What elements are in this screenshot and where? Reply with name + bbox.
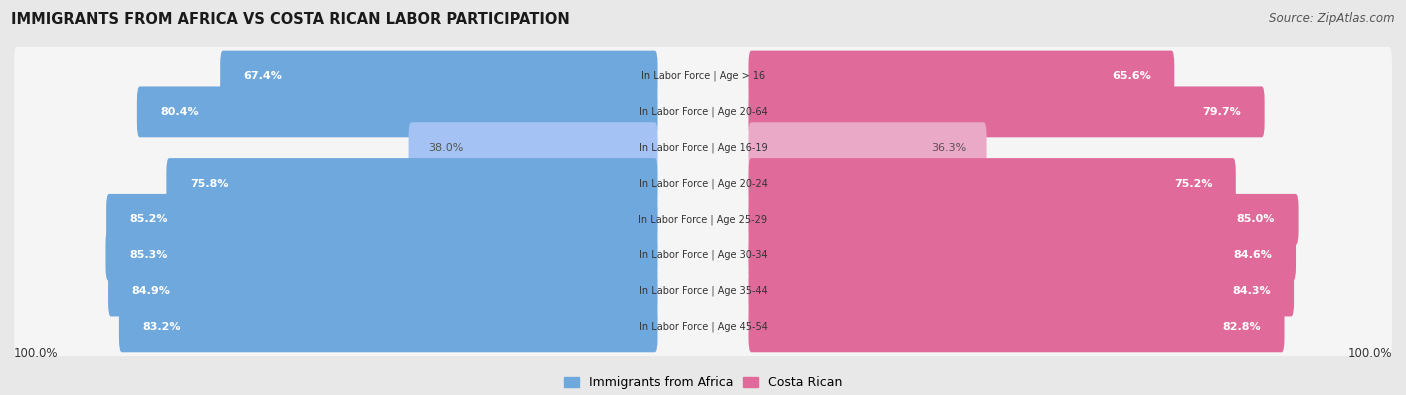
FancyBboxPatch shape: [14, 260, 1392, 322]
Text: 100.0%: 100.0%: [14, 347, 59, 360]
FancyBboxPatch shape: [14, 81, 1392, 143]
Text: 79.7%: 79.7%: [1202, 107, 1241, 117]
FancyBboxPatch shape: [748, 265, 1294, 316]
FancyBboxPatch shape: [14, 224, 1392, 286]
FancyBboxPatch shape: [14, 117, 1392, 179]
Text: 67.4%: 67.4%: [243, 71, 283, 81]
Text: 84.3%: 84.3%: [1232, 286, 1271, 296]
FancyBboxPatch shape: [748, 230, 1296, 280]
Text: In Labor Force | Age 45-54: In Labor Force | Age 45-54: [638, 322, 768, 332]
Text: 38.0%: 38.0%: [429, 143, 464, 153]
Text: In Labor Force | Age 35-44: In Labor Force | Age 35-44: [638, 286, 768, 296]
Text: In Labor Force | Age > 16: In Labor Force | Age > 16: [641, 71, 765, 81]
Text: 85.3%: 85.3%: [129, 250, 167, 260]
FancyBboxPatch shape: [105, 230, 658, 280]
Text: Source: ZipAtlas.com: Source: ZipAtlas.com: [1270, 12, 1395, 25]
Text: 85.2%: 85.2%: [129, 214, 169, 224]
Text: 80.4%: 80.4%: [160, 107, 198, 117]
Text: 36.3%: 36.3%: [931, 143, 966, 153]
Text: 75.8%: 75.8%: [190, 179, 228, 188]
Text: 83.2%: 83.2%: [142, 322, 181, 332]
Text: 85.0%: 85.0%: [1237, 214, 1275, 224]
FancyBboxPatch shape: [105, 194, 658, 245]
Text: 82.8%: 82.8%: [1222, 322, 1261, 332]
Text: 84.6%: 84.6%: [1233, 250, 1272, 260]
FancyBboxPatch shape: [14, 188, 1392, 250]
FancyBboxPatch shape: [136, 87, 658, 137]
FancyBboxPatch shape: [120, 301, 658, 352]
FancyBboxPatch shape: [748, 301, 1285, 352]
FancyBboxPatch shape: [748, 122, 987, 173]
Text: In Labor Force | Age 16-19: In Labor Force | Age 16-19: [638, 143, 768, 153]
Legend: Immigrants from Africa, Costa Rican: Immigrants from Africa, Costa Rican: [564, 376, 842, 389]
Text: In Labor Force | Age 30-34: In Labor Force | Age 30-34: [638, 250, 768, 260]
FancyBboxPatch shape: [221, 51, 658, 102]
Text: 100.0%: 100.0%: [1347, 347, 1392, 360]
Text: IMMIGRANTS FROM AFRICA VS COSTA RICAN LABOR PARTICIPATION: IMMIGRANTS FROM AFRICA VS COSTA RICAN LA…: [11, 12, 569, 27]
FancyBboxPatch shape: [409, 122, 658, 173]
Text: In Labor Force | Age 20-24: In Labor Force | Age 20-24: [638, 178, 768, 189]
Text: 84.9%: 84.9%: [132, 286, 170, 296]
FancyBboxPatch shape: [748, 87, 1264, 137]
FancyBboxPatch shape: [748, 194, 1299, 245]
Text: 65.6%: 65.6%: [1112, 71, 1152, 81]
FancyBboxPatch shape: [748, 158, 1236, 209]
FancyBboxPatch shape: [14, 45, 1392, 107]
FancyBboxPatch shape: [108, 265, 658, 316]
FancyBboxPatch shape: [14, 296, 1392, 357]
FancyBboxPatch shape: [166, 158, 658, 209]
Text: In Labor Force | Age 25-29: In Labor Force | Age 25-29: [638, 214, 768, 225]
Text: 75.2%: 75.2%: [1174, 179, 1212, 188]
FancyBboxPatch shape: [14, 153, 1392, 214]
Text: In Labor Force | Age 20-64: In Labor Force | Age 20-64: [638, 107, 768, 117]
FancyBboxPatch shape: [748, 51, 1174, 102]
